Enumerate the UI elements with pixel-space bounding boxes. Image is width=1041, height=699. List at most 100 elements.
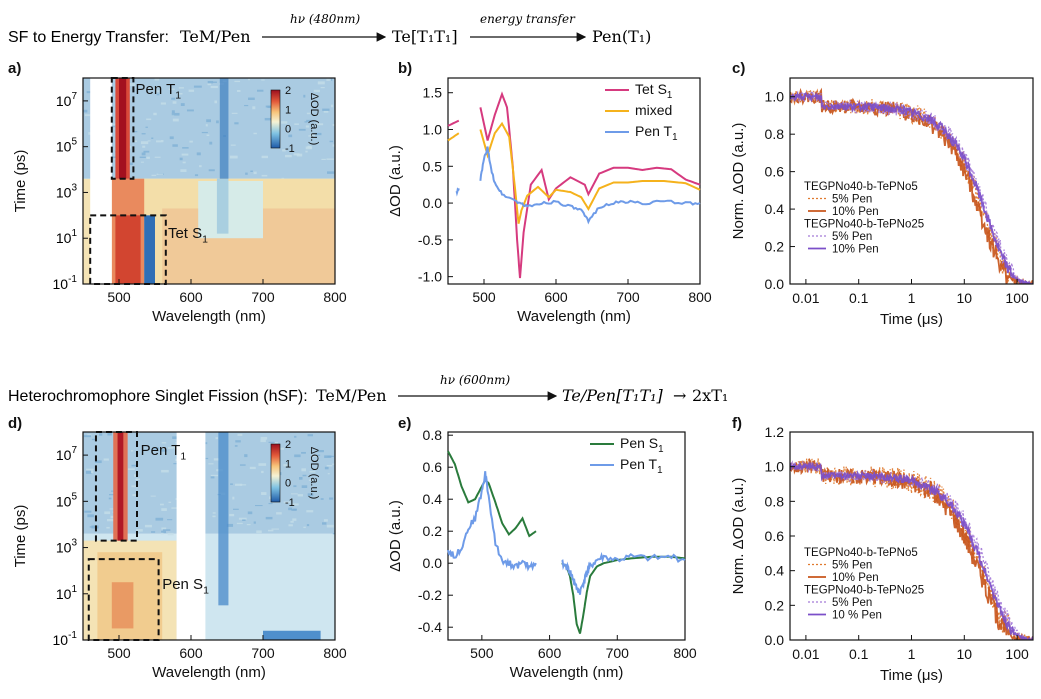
y-tick-label-b-1: -0.5 (418, 232, 442, 248)
x-axis-label-a: Wavelength (nm) (152, 308, 266, 325)
colorbar-label: ΔOD (a.u.) (308, 93, 320, 146)
series-b-0-segment-0 (447, 119, 460, 127)
y-tick-label-e-2: 0.0 (423, 555, 443, 571)
legend-label-b-0: Tet S1 (635, 81, 672, 101)
scheme-2-middle: Te/Pen[T₁T₁] (562, 386, 664, 405)
legend-label-c-1-1: 10% Pen (832, 244, 879, 256)
scheme-2: Heterochromophore Singlet Fission (hSF):… (8, 373, 728, 405)
annotation-pen-s1: Pen S1 (162, 576, 209, 597)
y-tick-label-f-5: 1.0 (765, 459, 785, 475)
series-b-2-segment-0 (455, 187, 460, 197)
scheme-2-reactant: TeM/Pen (316, 386, 387, 405)
y-tick-label-b-0: -1.0 (418, 269, 442, 285)
scatter-gap (90, 78, 112, 284)
y-tick-label-a-2: 103 (56, 182, 78, 200)
y-tick-label-f-2: 0.4 (765, 563, 785, 579)
annotation-tet-s1: Tet S1 (168, 225, 208, 246)
y-tick-label-f-1: 0.2 (765, 597, 785, 613)
x-tick-label-c-1: 0.1 (849, 290, 869, 306)
series-b-1-segment-0 (447, 132, 460, 142)
legend-label-c-1-0: 5% Pen (832, 231, 872, 243)
y-tick-label-d-1: 101 (56, 584, 78, 602)
y-axis-label-c: Norm. ΔOD (a.u.) (730, 123, 747, 240)
x-axis-label-e: Wavelength (nm) (510, 664, 624, 681)
series-f-2 (790, 460, 1033, 640)
series-e-0-segment-1 (561, 555, 686, 634)
x-tick-label-f-0: 0.01 (792, 646, 819, 662)
scheme-1-product: Pen(T₁) (592, 27, 651, 46)
y-tick-label-f-0: 0.0 (765, 632, 785, 648)
scheme-1: SF to Energy Transfer: TeM/Pen hν (480nm… (8, 12, 651, 46)
x-axis-label-d: Wavelength (nm) (152, 664, 266, 681)
colorbar-tick-1: 1 (285, 104, 291, 116)
colorbar (270, 89, 281, 149)
x-tick-label-c-2: 1 (908, 290, 916, 306)
x-tick-label-c-3: 10 (957, 290, 973, 306)
y-tick-label-c-3: 0.6 (765, 164, 785, 180)
legend-group-c-0: TEGPNo40-b-TePNo5 (804, 181, 918, 193)
legend-label-b-1: mixed (635, 102, 672, 118)
panel-e: 500 600 700 800 -0.4 -0.2 0.0 0.2 0.4 0.6 0.8 Pen S… (387, 427, 697, 681)
series-e-0-segment-0 (447, 450, 537, 538)
y-tick-label-b-3: 0.5 (423, 158, 443, 174)
legend-label-f-0-0: 5% Pen (832, 560, 872, 572)
y-tick-label-d-3: 105 (56, 491, 78, 509)
y-tick-label-e-5: 0.6 (423, 459, 443, 475)
x-tick-label-b-3: 800 (688, 289, 712, 305)
y-tick-label-a-1: 101 (56, 228, 78, 246)
legend-group-f-0: TEGPNo40-b-TePNo5 (804, 547, 918, 559)
x-tick-label-d-3: 800 (323, 645, 347, 661)
y-tick-label-e-3: 0.2 (423, 523, 443, 539)
colorbar (270, 443, 281, 503)
legend-label-b-2: Pen T1 (635, 123, 678, 143)
y-tick-label-d-4: 107 (56, 445, 78, 463)
series-c-3 (790, 91, 1033, 284)
plot-frame-e (447, 431, 686, 641)
panel-b: 500 600 700 800 -1.0 -0.5 0.0 0.5 1.0 1.5 Tet S1mi… (387, 77, 712, 325)
x-tick-label-a-2: 700 (251, 289, 275, 305)
y-axis-label-d: Time (ps) (12, 505, 29, 568)
heatmap-a (83, 78, 335, 284)
y-tick-label-c-1: 0.2 (765, 239, 785, 255)
y-tick-label-e-1: -0.2 (418, 587, 442, 603)
scheme-1-middle: Te[T₁T₁] (392, 27, 458, 46)
y-tick-label-f-6: 1.2 (765, 424, 785, 440)
legend-label-e-0: Pen S1 (620, 435, 664, 455)
y-tick-label-b-5: 1.5 (423, 85, 443, 101)
panel-f: 0.01 0.1 1 10 100 0.0 0.2 0.4 0.6 0.8 1.0 1.2 TEGPNo… (730, 424, 1034, 684)
y-tick-label-e-0: -0.4 (418, 619, 442, 635)
series-f-3 (790, 460, 1033, 640)
colorbar-tick-3: -1 (285, 143, 295, 155)
colorbar-tick-1: 1 (285, 458, 291, 470)
series-e-1-segment-1 (561, 551, 686, 595)
plot-frame-d (82, 431, 336, 641)
x-tick-label-c-4: 100 (1005, 290, 1029, 306)
legend-group-c-1: TEGPNo40-b-TePNo25 (804, 219, 924, 231)
x-axis-label-f: Time (μs) (880, 667, 943, 684)
annotation-pen-t1: Pen T1 (136, 81, 182, 102)
colorbar-tick-0: 2 (285, 439, 291, 451)
legend-label-c-0-0: 5% Pen (832, 194, 872, 206)
y-tick-label-a-0: 10-1 (53, 274, 78, 292)
x-tick-label-e-0: 500 (470, 645, 494, 661)
x-tick-label-a-0: 500 (107, 289, 131, 305)
x-tick-label-e-1: 600 (538, 645, 562, 661)
y-tick-label-d-2: 103 (56, 538, 78, 556)
series-e-1-segment-0 (447, 471, 537, 572)
x-tick-label-f-2: 1 (908, 646, 916, 662)
scheme-2-prefix: Heterochromophore Singlet Fission (hSF): (8, 388, 308, 405)
y-tick-label-c-4: 0.8 (765, 126, 785, 142)
x-tick-label-f-3: 10 (957, 646, 973, 662)
colorbar-tick-2: 0 (285, 478, 291, 490)
colorbar-label: ΔOD (a.u.) (308, 447, 320, 500)
x-tick-label-c-0: 0.01 (792, 290, 819, 306)
y-tick-label-c-2: 0.4 (765, 201, 785, 217)
x-tick-label-d-0: 500 (107, 645, 131, 661)
y-tick-label-a-3: 105 (56, 137, 78, 155)
scatter-gap (176, 432, 206, 640)
x-tick-label-d-2: 700 (251, 645, 275, 661)
y-tick-label-a-4: 107 (56, 91, 78, 109)
x-tick-label-b-1: 600 (544, 289, 568, 305)
y-axis-label-a: Time (ps) (12, 150, 29, 213)
x-tick-label-e-3: 800 (673, 645, 697, 661)
